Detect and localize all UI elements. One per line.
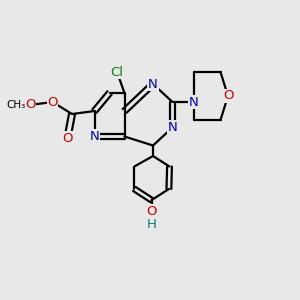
Text: O: O xyxy=(223,89,233,103)
Text: CH₃: CH₃ xyxy=(6,100,26,110)
Text: O: O xyxy=(146,205,157,218)
Text: Cl: Cl xyxy=(110,65,124,79)
Text: N: N xyxy=(189,95,198,109)
Text: H: H xyxy=(147,218,156,232)
Text: O: O xyxy=(62,131,73,145)
Text: O: O xyxy=(47,95,58,109)
Text: O: O xyxy=(25,98,35,112)
Text: N: N xyxy=(168,121,177,134)
Text: N: N xyxy=(90,130,99,143)
Text: N: N xyxy=(148,77,158,91)
